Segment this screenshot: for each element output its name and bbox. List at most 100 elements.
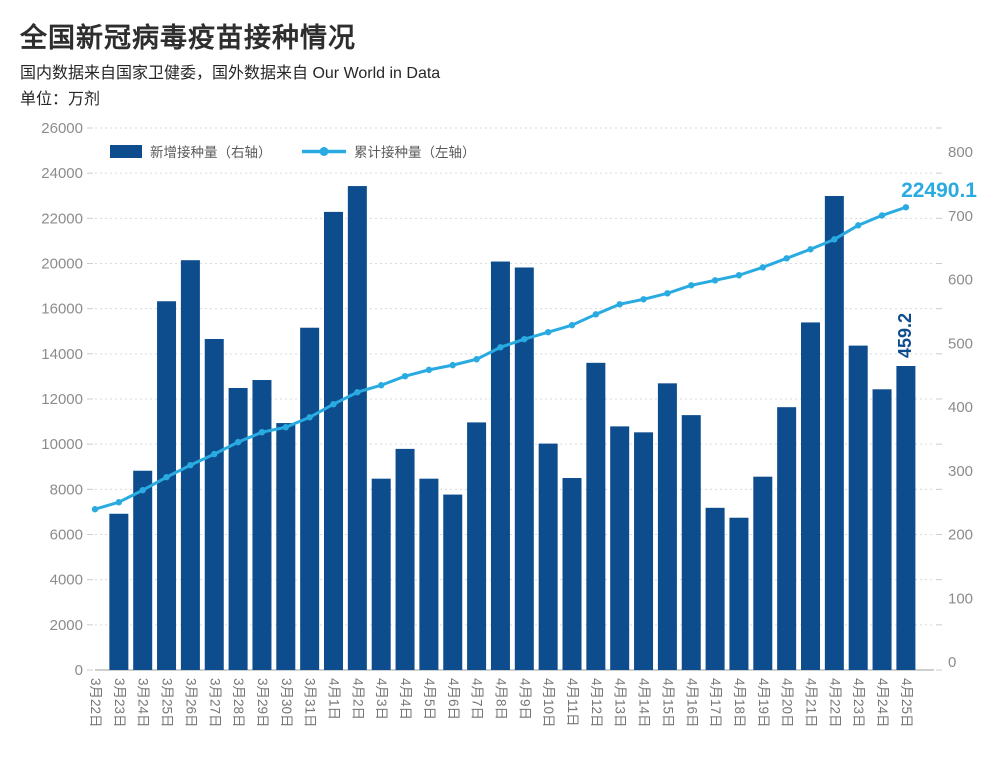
bar-daily-doses <box>157 301 177 670</box>
line-point <box>330 400 337 408</box>
x-axis-date-label: 4月12日 <box>589 678 604 728</box>
unit-label: 单位：万剂 <box>20 91 101 108</box>
bar-daily-doses <box>610 426 630 670</box>
x-axis-date-label: 4月24日 <box>875 678 890 728</box>
x-axis-date-label: 3月22日 <box>88 678 103 728</box>
bar-daily-doses <box>753 476 773 670</box>
x-axis-date-label: 4月21日 <box>804 678 819 728</box>
left-axis-label: 24000 <box>41 165 83 182</box>
line-point <box>616 301 623 308</box>
x-axis-date-label: 4月23日 <box>851 678 866 728</box>
right-axis-label: 300 <box>948 463 973 480</box>
daily-value-annotation: 459.2 <box>895 313 915 358</box>
bar-daily-doses <box>872 389 892 670</box>
x-axis-date-label: 4月11日 <box>565 678 580 727</box>
bar-daily-doses <box>729 517 749 670</box>
bar-daily-doses <box>514 267 534 670</box>
bar-daily-doses <box>109 513 129 670</box>
bar-daily-doses <box>490 261 510 670</box>
left-axis-label: 6000 <box>50 527 83 544</box>
line-point <box>282 424 289 431</box>
line-point <box>187 461 194 469</box>
left-axis-label: 10000 <box>41 436 83 453</box>
x-axis-date-label: 4月20日 <box>780 678 795 728</box>
bar-daily-doses <box>777 407 797 670</box>
right-axis-label: 0 <box>948 654 956 671</box>
left-axis-label: 12000 <box>41 391 83 408</box>
bar-daily-doses <box>347 186 367 670</box>
bar-daily-doses <box>419 478 439 670</box>
bar-daily-doses <box>133 470 153 670</box>
legend-line-label: 累计接种量（左轴） <box>354 144 476 160</box>
line-point <box>378 382 385 389</box>
right-axis-label: 700 <box>948 208 973 225</box>
bar-daily-doses <box>824 195 844 670</box>
line-point <box>401 372 409 380</box>
x-axis-date-label: 3月25日 <box>160 678 175 728</box>
bar-daily-doses <box>252 380 272 670</box>
x-axis-date-label: 3月29日 <box>255 678 270 728</box>
line-point <box>354 389 361 396</box>
line-point <box>855 222 862 229</box>
line-point <box>640 296 647 303</box>
x-axis-date-label: 4月5日 <box>422 678 437 720</box>
right-axis-label: 500 <box>948 335 973 352</box>
cumulative-value-annotation: 22490.1 <box>901 179 977 202</box>
line-point <box>521 335 528 343</box>
line-point <box>449 361 456 369</box>
line-point <box>664 290 671 297</box>
x-axis-date-label: 4月13日 <box>613 678 628 728</box>
bar-daily-doses <box>324 211 343 670</box>
x-axis-date-label: 3月26日 <box>183 678 198 728</box>
left-axis-label: 0 <box>75 662 83 679</box>
bar-daily-doses <box>848 345 868 670</box>
x-axis-date-label: 4月4日 <box>398 678 413 720</box>
line-point <box>688 282 695 289</box>
line-point <box>592 311 600 318</box>
right-axis-label: 200 <box>948 527 973 544</box>
x-axis-date-label: 4月1日 <box>327 678 342 720</box>
line-point <box>91 506 99 513</box>
line-point <box>711 277 719 284</box>
line-point <box>234 438 242 446</box>
bar-daily-doses <box>705 507 725 670</box>
x-axis-date-label: 3月24日 <box>136 678 151 728</box>
x-axis-date-label: 4月15日 <box>660 678 675 728</box>
line-point <box>163 473 170 481</box>
page-title: 全国新冠病毒疫苗接种情况 <box>20 23 356 53</box>
left-axis-label: 20000 <box>41 256 83 273</box>
left-axis-label: 26000 <box>41 120 83 137</box>
x-axis-date-label: 3月28日 <box>231 678 246 728</box>
x-axis-date-label: 3月30日 <box>279 678 294 728</box>
x-axis-date-label: 4月6日 <box>446 678 461 720</box>
line-point <box>115 499 123 506</box>
bar-daily-doses <box>538 443 558 670</box>
bar-daily-doses <box>801 322 820 670</box>
x-axis-date-label: 4月16日 <box>684 678 699 728</box>
x-axis-date-label: 4月8日 <box>493 678 508 720</box>
line-point <box>139 487 146 494</box>
right-axis-label: 400 <box>948 399 973 416</box>
bar-daily-doses <box>276 423 296 670</box>
line-point <box>211 450 218 458</box>
x-axis-date-label: 4月9日 <box>517 678 532 720</box>
bar-daily-doses <box>371 478 391 670</box>
line-point <box>497 344 504 351</box>
line-point <box>902 204 910 211</box>
line-point <box>568 321 576 329</box>
bar-daily-doses <box>896 366 916 670</box>
x-axis-date-label: 4月17日 <box>708 678 723 728</box>
x-axis-date-label: 3月23日 <box>112 678 127 728</box>
line-point <box>544 328 552 336</box>
left-axis-label: 14000 <box>41 346 83 363</box>
bar-daily-doses <box>681 415 701 670</box>
chart-subtitle: 国内数据来自国家卫健委，国外数据来自 Our World in Data <box>20 65 441 82</box>
x-axis-date-label: 4月14日 <box>637 678 652 728</box>
line-point <box>831 236 838 243</box>
x-axis-date-label: 3月31日 <box>303 678 318 728</box>
right-axis-label: 600 <box>948 272 973 289</box>
x-axis-date-label: 4月3日 <box>374 678 389 720</box>
right-axis-label: 800 <box>948 144 973 161</box>
